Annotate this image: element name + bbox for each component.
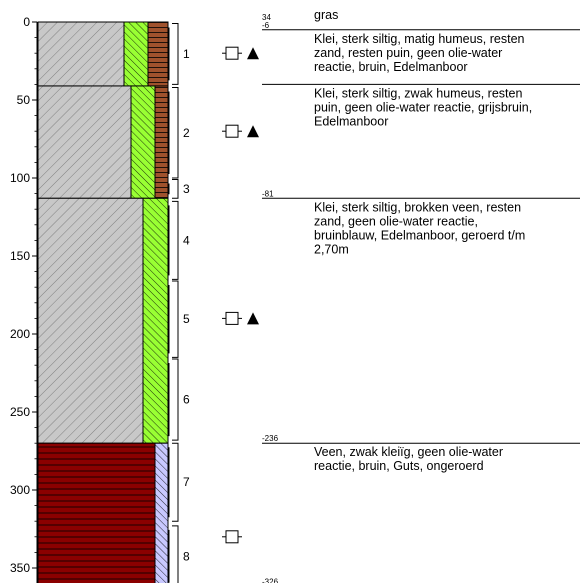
sample-label: 6 — [183, 393, 190, 407]
soil-layer-3 — [37, 197, 144, 444]
soil-layer-1 — [37, 21, 125, 87]
axis-tick-label: 350 — [10, 561, 30, 575]
description-line: Klei, sterk siltig, matig humeus, resten — [314, 32, 525, 46]
layer-descriptions: 34 gras -6 Klei, sterk siltig, matig humeus… — [262, 8, 580, 583]
axis-tick-label: 50 — [17, 93, 31, 107]
sample-label: 7 — [183, 475, 190, 489]
surface-level-label: -6 — [262, 21, 270, 30]
jar-icon — [225, 46, 239, 60]
sample-bracket — [172, 280, 179, 358]
sample-bracket — [172, 358, 179, 441]
sample-label: 8 — [183, 549, 190, 563]
sample-label: 2 — [183, 126, 190, 140]
description-line: zand, geen olie-water reactie, — [314, 214, 478, 228]
sample-brackets: 1 2 3 4 5 6 7 8 — [168, 23, 190, 583]
description-line: Klei, sterk siltig, brokken veen, resten — [314, 200, 521, 214]
sample-bracket — [172, 442, 179, 522]
description-line: Klei, sterk siltig, zwak humeus, resten — [314, 86, 522, 100]
axis-tick-label: 150 — [10, 249, 30, 263]
description-line: gras — [314, 8, 338, 22]
humus-brown-strip — [147, 21, 169, 87]
axis-tick-label: 0 — [23, 15, 30, 29]
sample-bracket — [172, 23, 179, 85]
jar-icon — [225, 530, 239, 544]
sand-green-strip — [123, 21, 149, 87]
sample-label: 4 — [183, 233, 190, 247]
surface-level-label: -326 — [262, 578, 279, 583]
surface-level-label: -81 — [262, 189, 274, 198]
sample-bracket — [172, 87, 179, 179]
axis-tick-label: 250 — [10, 405, 30, 419]
description-line: Edelmanboor — [314, 114, 388, 128]
description-line: reactie, bruin, Edelmanboor — [314, 60, 468, 74]
description-line: zand, resten puin, geen olie-water — [314, 46, 502, 60]
sand-green-strip — [142, 197, 169, 444]
triangle-icon — [247, 47, 259, 60]
depth-axis: 0 50 100 150 200 250 300 350 — [10, 15, 38, 583]
jar-icon — [225, 311, 239, 325]
soil-layer-4 — [37, 442, 156, 583]
description-line: Veen, zwak kleiïg, geen olie-water — [314, 445, 503, 459]
sample-symbols — [222, 46, 259, 544]
clay-blue-strip — [154, 442, 169, 583]
axis-tick-label: 200 — [10, 327, 30, 341]
jar-icon — [225, 124, 239, 138]
soil-layer-2 — [37, 85, 132, 199]
sample-bracket — [172, 179, 179, 199]
description-line: reactie, bruin, Guts, ongeroerd — [314, 459, 484, 473]
soil-column — [37, 21, 169, 583]
description-line: puin, geen olie-water reactie, grijsbrui… — [314, 100, 532, 114]
axis-tick-label: 300 — [10, 483, 30, 497]
sample-label: 3 — [183, 182, 190, 196]
surface-level-label: 34 — [262, 13, 271, 22]
sample-bracket — [172, 525, 179, 583]
triangle-icon — [247, 125, 259, 138]
sample-label: 5 — [183, 312, 190, 326]
sample-bracket — [172, 200, 179, 280]
description-line: 2,70m — [314, 242, 349, 256]
sand-green-strip — [130, 85, 156, 199]
surface-level-label: -236 — [262, 434, 279, 443]
humus-brown-strip — [154, 85, 169, 199]
sample-label: 1 — [183, 47, 190, 61]
description-line: bruinblauw, Edelmanboor, geroerd t/m — [314, 228, 525, 242]
axis-tick-label: 100 — [10, 171, 30, 185]
triangle-icon — [247, 312, 259, 325]
